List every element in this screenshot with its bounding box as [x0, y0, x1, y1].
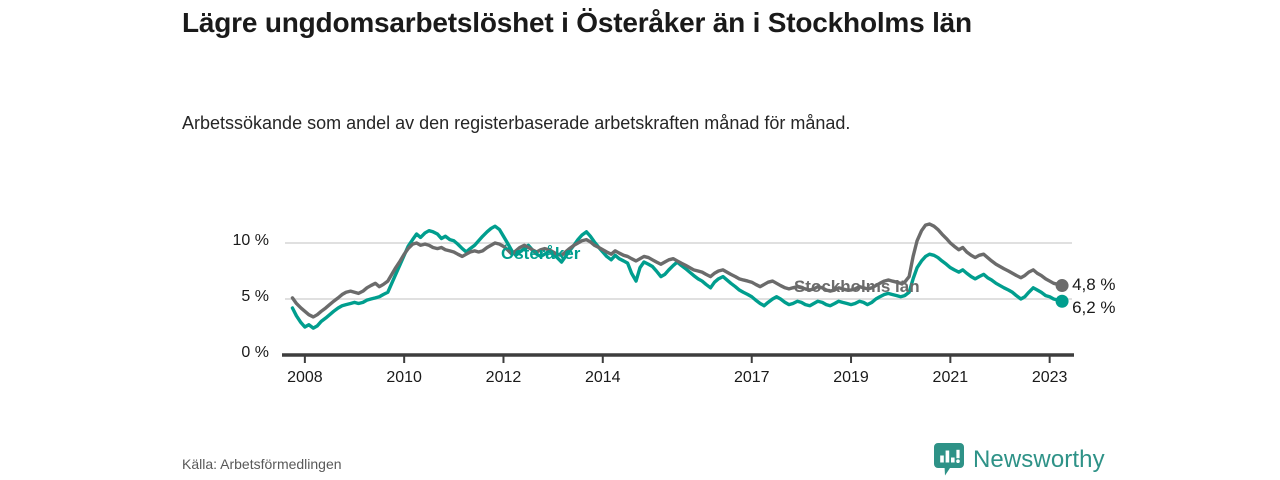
end-value-label-stockholms-l-n: 6,2 %	[1072, 297, 1116, 317]
x-axis-tick-label: 2010	[386, 369, 422, 386]
source-note: Källa: Arbetsförmedlingen	[182, 456, 342, 472]
series-label-ster-ker: Österåker	[500, 243, 581, 263]
y-axis-tick-label: 5 %	[241, 288, 269, 305]
x-axis-tick-label: 2008	[287, 369, 323, 386]
x-axis-tick-label: 2023	[1031, 369, 1068, 386]
y-axis-tick-label: 0 %	[241, 344, 269, 361]
series-lines	[290, 222, 1064, 330]
x-axis-tick-label: 2014	[584, 369, 621, 386]
y-axis-tick-label: 10 %	[232, 232, 269, 249]
x-axis-tick-label: 2021	[932, 369, 969, 386]
series-endpoint-markers	[1055, 279, 1069, 308]
newsworthy-bars-bubble-icon	[934, 443, 964, 476]
page-title: Lägre ungdomsarbetslöshet i Österåker än…	[182, 7, 972, 38]
end-value-label-ster-ker: 4,8 %	[1072, 275, 1116, 295]
x-axis-tick-label: 2012	[485, 369, 522, 386]
series-label-stockholms-l-n: Stockholms län	[793, 276, 920, 296]
x-axis-ticks	[303, 355, 1051, 363]
newsworthy-wordmark: Newsworthy	[973, 445, 1105, 473]
x-axis-tick-label: 2017	[733, 369, 770, 386]
newsworthy-logo: Newsworthy	[934, 443, 1105, 476]
page-subtitle: Arbetssökande som andel av den registerb…	[182, 113, 851, 133]
x-axis-tick-label: 2019	[833, 369, 869, 386]
